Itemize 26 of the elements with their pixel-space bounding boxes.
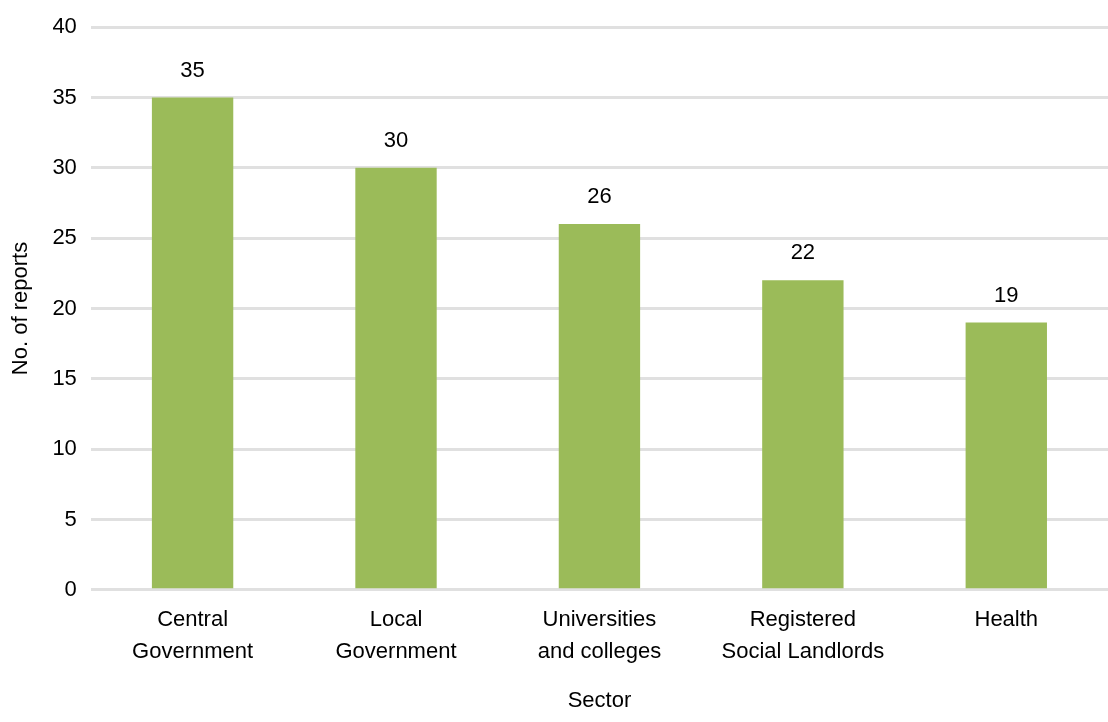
bar [762,280,844,589]
bar [965,322,1047,589]
x-tick-label: Local Government [335,605,457,663]
y-tick-label: 15 [52,364,77,390]
data-label: 26 [587,183,612,209]
y-tick-label: 40 [52,13,77,39]
y-tick-label: 0 [64,575,77,601]
x-tick-label: Registered Social Landlords [721,605,885,663]
x-tick-label: Central Government [132,605,254,663]
y-tick-label: 30 [52,153,77,179]
data-label: 35 [180,56,205,82]
y-tick-label: 5 [64,505,77,531]
bar [355,167,437,589]
y-tick-label: 25 [52,224,77,250]
y-axis-title: No. of reports [7,241,33,376]
data-label: 19 [994,281,1019,307]
x-tick-label: Health [974,605,1039,631]
data-label: 22 [790,239,816,265]
x-tick-label: Universities and colleges [537,605,662,663]
bar [558,224,641,589]
y-tick-label: 10 [52,435,77,461]
bar [151,97,234,589]
y-tick-label: 35 [52,83,77,109]
data-label: 30 [383,126,409,152]
y-tick-label: 20 [52,294,77,320]
x-axis-title: Sector [567,686,632,712]
